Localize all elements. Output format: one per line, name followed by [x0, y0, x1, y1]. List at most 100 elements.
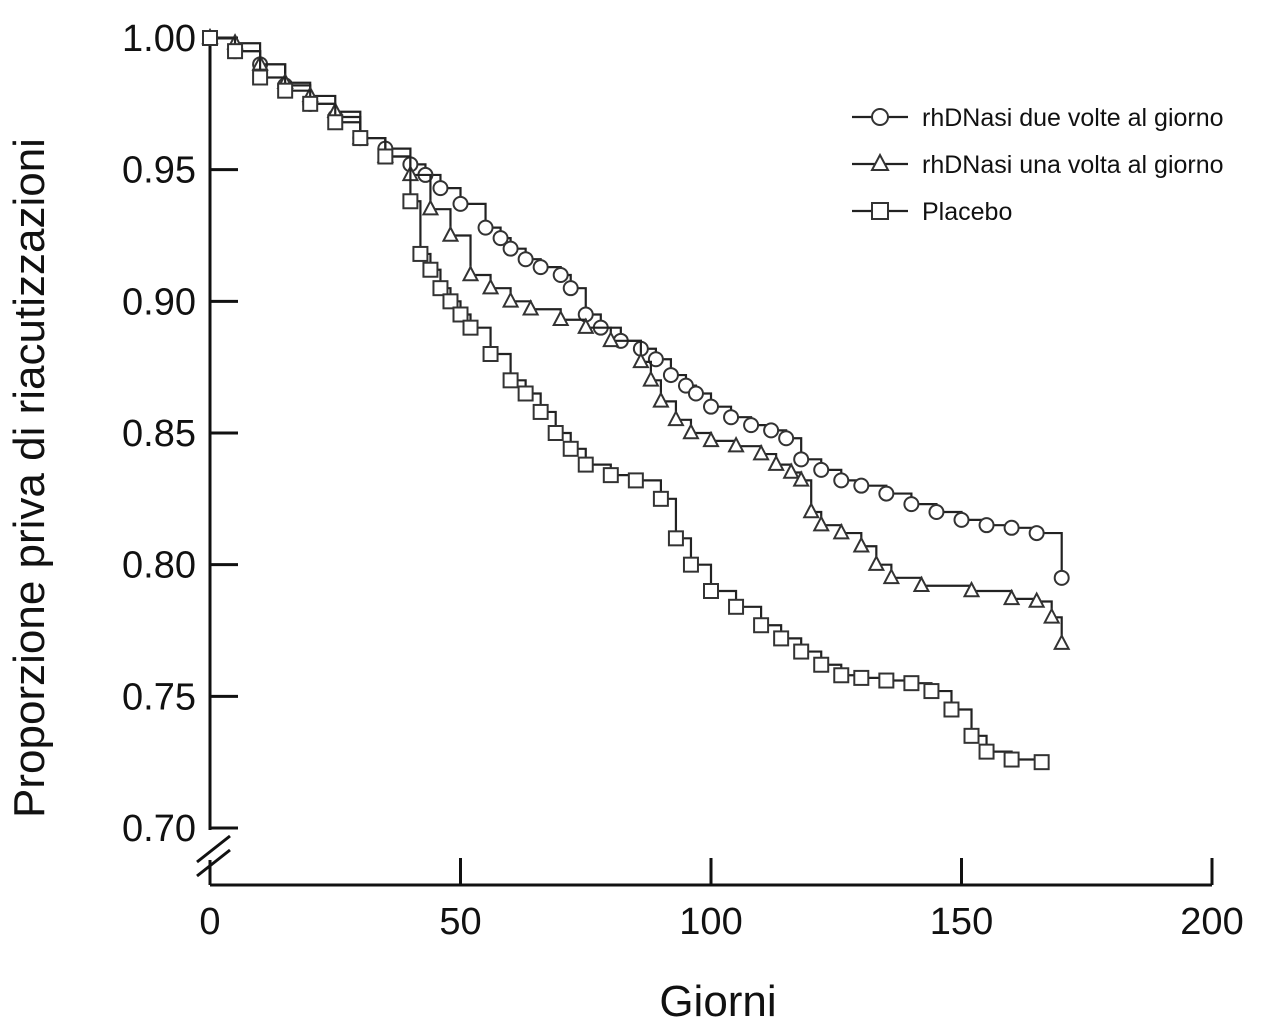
data-point	[492, 230, 509, 247]
data-point	[432, 280, 449, 297]
data-point	[652, 490, 669, 507]
data-point	[227, 43, 244, 60]
data-point	[802, 501, 820, 519]
data-point	[602, 467, 619, 484]
data-point	[943, 701, 960, 718]
legend-item: rhDNasi una volta al giorno	[852, 151, 1224, 179]
y-tick-label: 0.70	[122, 808, 196, 850]
x-axis-title: Giorni	[659, 977, 776, 1026]
data-point	[912, 575, 931, 592]
data-point	[812, 515, 830, 532]
legend: rhDNasi due volte al giorno rhDNasi una v…	[852, 104, 1224, 226]
data-point	[782, 462, 800, 479]
data-point	[753, 617, 770, 634]
data-point	[928, 504, 945, 520]
data-point	[502, 372, 519, 389]
y-tick-label: 0.75	[122, 676, 196, 718]
data-point	[963, 727, 980, 744]
data-point	[852, 536, 870, 553]
data-point	[642, 370, 660, 387]
data-point	[521, 299, 540, 316]
y-tick-label: 0.95	[122, 150, 196, 192]
data-point	[647, 351, 664, 368]
data-point	[903, 496, 920, 513]
legend-item: rhDNasi due volte al giorno	[852, 104, 1224, 132]
legend-marker	[871, 202, 889, 220]
data-point	[517, 385, 534, 402]
data-point	[552, 267, 569, 283]
data-point	[377, 148, 394, 165]
y-tick-label: 0.80	[122, 545, 196, 587]
data-point	[773, 630, 790, 647]
y-tick-label: 1.00	[122, 18, 196, 60]
x-ticks: 0 50 100 150 200	[199, 858, 1244, 943]
x-tick-label: 100	[679, 901, 742, 943]
data-point	[752, 443, 770, 461]
data-point	[687, 385, 704, 402]
data-point	[853, 669, 870, 686]
data-point	[833, 667, 850, 684]
data-point	[452, 306, 469, 323]
data-point	[402, 193, 419, 210]
data-point	[562, 440, 579, 457]
x-tick-label: 200	[1180, 901, 1243, 943]
data-point	[327, 114, 344, 131]
data-point	[953, 511, 970, 528]
data-point	[703, 583, 719, 599]
data-point	[978, 517, 995, 534]
data-point	[702, 430, 720, 448]
data-point	[1002, 588, 1021, 606]
data-point	[763, 422, 780, 439]
data-point	[1043, 607, 1061, 624]
legend-label: Placebo	[922, 198, 1012, 226]
legend-label: rhDNasi due volte al giorno	[922, 104, 1224, 132]
data-point	[461, 264, 480, 282]
legend-item: Placebo	[852, 198, 1012, 226]
data-point	[813, 656, 830, 673]
data-point	[903, 675, 920, 692]
data-point	[728, 598, 745, 615]
data-point	[442, 293, 459, 310]
axis-break-mark-2	[196, 848, 231, 878]
data-point	[502, 240, 519, 257]
data-point	[792, 470, 810, 487]
data-point	[867, 554, 885, 571]
series-triangle	[201, 27, 1071, 650]
data-point	[632, 351, 650, 369]
data-point	[562, 280, 579, 297]
data-point	[547, 425, 564, 441]
data-point	[743, 417, 760, 434]
data-point	[501, 291, 520, 308]
data-point	[422, 261, 439, 278]
data-point	[517, 251, 534, 268]
data-point	[481, 278, 500, 295]
y-axis-title: Proporzione priva di riacutizzazioni	[5, 138, 54, 818]
series-square	[202, 30, 1050, 771]
data-point	[1027, 591, 1046, 608]
data-point	[441, 225, 460, 242]
data-point	[202, 30, 218, 46]
data-point	[667, 409, 685, 427]
x-tick-label: 0	[199, 901, 220, 943]
data-point	[833, 472, 850, 489]
data-point	[878, 672, 895, 689]
data-point	[552, 309, 570, 327]
data-point	[277, 82, 294, 99]
data-point	[452, 195, 469, 212]
y-tick-label: 0.85	[122, 413, 196, 455]
data-point	[923, 683, 940, 700]
data-point	[532, 403, 549, 420]
data-point	[482, 346, 499, 362]
legend-label: rhDNasi una volta al giorno	[922, 151, 1224, 179]
axis-break-mark-1	[196, 834, 231, 864]
data-point	[962, 580, 981, 598]
data-point	[627, 472, 644, 489]
data-point	[652, 391, 670, 408]
data-point	[978, 743, 995, 760]
legend-marker	[870, 152, 890, 171]
data-point	[727, 436, 745, 453]
legend-marker	[871, 108, 889, 126]
data-point	[778, 430, 795, 447]
data-point	[793, 451, 810, 468]
